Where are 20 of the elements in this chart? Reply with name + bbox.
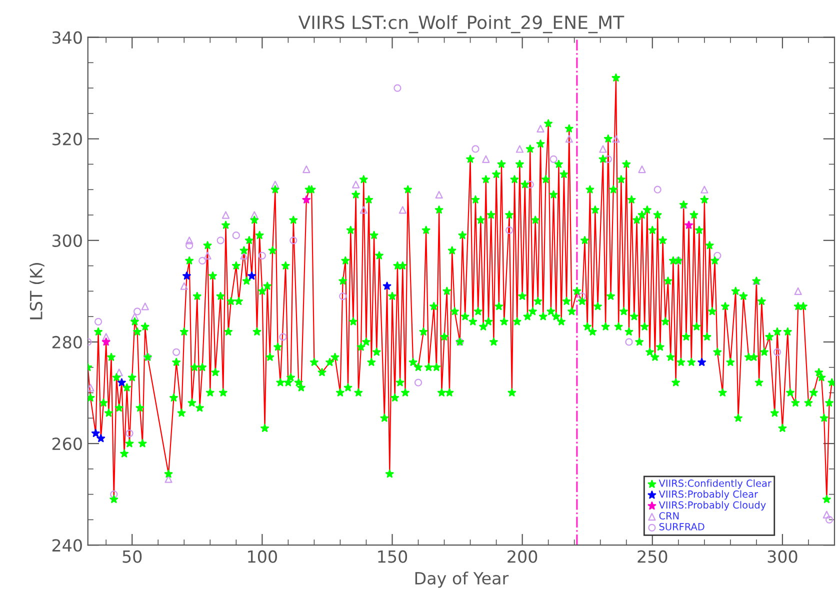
y-tick-label: 240 bbox=[52, 539, 82, 552]
legend-label: CRN bbox=[659, 512, 679, 520]
chart-title: VIIRS LST:cn_Wolf_Point_29_ENE_MT bbox=[298, 15, 624, 34]
legend-label: VIIRS:Confidently Clear bbox=[658, 479, 772, 489]
legend-label: VIIRS:Probably Cloudy bbox=[658, 501, 766, 511]
y-tick-label: 320 bbox=[52, 132, 82, 146]
x-tick-label: 300 bbox=[768, 550, 798, 563]
x-axis-title: Day of Year bbox=[415, 572, 509, 588]
x-tick-label: 50 bbox=[122, 550, 142, 563]
x-tick-label: 250 bbox=[638, 550, 668, 563]
y-tick-label: 340 bbox=[52, 31, 82, 44]
y-tick-label: 300 bbox=[52, 234, 82, 247]
legend-label: SURFRAD bbox=[659, 523, 704, 530]
y-tick-label: 260 bbox=[52, 438, 82, 450]
y-tick-label: 280 bbox=[52, 336, 82, 349]
x-tick-label: 200 bbox=[508, 550, 538, 563]
y-axis-title: LST (K) bbox=[30, 262, 44, 320]
x-tick-label: 100 bbox=[248, 550, 277, 563]
legend-label: VIIRS:Probably Clear bbox=[658, 490, 758, 500]
x-tick-label: 150 bbox=[378, 550, 408, 563]
